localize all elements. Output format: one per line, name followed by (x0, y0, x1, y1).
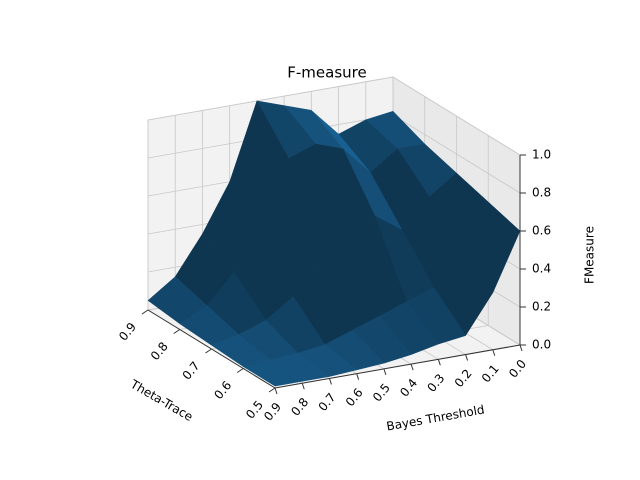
x-axis-label: Bayes Threshold (385, 402, 485, 433)
x-tick-label: 0.5 (370, 381, 393, 405)
y-tick-label: 0.9 (116, 320, 139, 344)
surface-patch (242, 359, 303, 387)
y-tick-label: 0.6 (211, 378, 234, 402)
z-tick-label: 0.2 (532, 300, 551, 314)
x-tick (328, 378, 332, 385)
x-tick-label: 0.4 (397, 376, 420, 400)
z-grid-line (392, 114, 521, 194)
x-tick (301, 383, 305, 390)
x-tick (383, 368, 387, 376)
z-tick-label: 0.4 (532, 262, 551, 276)
x-tick-label: 0.0 (506, 357, 529, 381)
y-tick-label: 0.7 (180, 359, 203, 383)
z-grid-line (147, 76, 394, 121)
y-tick (236, 368, 244, 373)
z-tick-label: 1.0 (532, 148, 551, 162)
y-tick (173, 329, 181, 334)
z-tick-label: 0.8 (532, 186, 551, 200)
z-tick-label: 0.0 (532, 338, 551, 352)
x-tick (410, 363, 414, 371)
x-tick-label: 0.7 (316, 390, 339, 414)
y-tick (205, 348, 212, 354)
y-axis-label: Theta-Trace (127, 377, 195, 424)
z-grid-line (392, 76, 521, 156)
axis-line (147, 309, 276, 389)
x-tick-label: 0.8 (288, 395, 311, 419)
x-tick-label: 0.1 (479, 362, 502, 386)
x-tick (465, 354, 469, 361)
y-tick (268, 387, 276, 393)
y-tick (141, 309, 149, 315)
x-tick-label: 0.9 (261, 400, 284, 424)
x-tick-label: 0.3 (424, 371, 447, 395)
z-tick-label: 0.6 (532, 224, 551, 238)
y-tick-label: 0.5 (243, 398, 266, 422)
x-tick (356, 373, 360, 380)
x-tick (437, 359, 441, 366)
x-tick-label: 0.2 (452, 366, 475, 390)
chart-title: F-measure (287, 64, 366, 82)
y-tick-label: 0.8 (148, 339, 171, 363)
x-tick (519, 344, 523, 352)
x-tick (274, 387, 278, 395)
x-tick-label: 0.6 (343, 386, 366, 410)
x-tick (492, 349, 496, 356)
axis-line (274, 344, 521, 389)
z-axis-label: FMeasure (583, 226, 597, 284)
